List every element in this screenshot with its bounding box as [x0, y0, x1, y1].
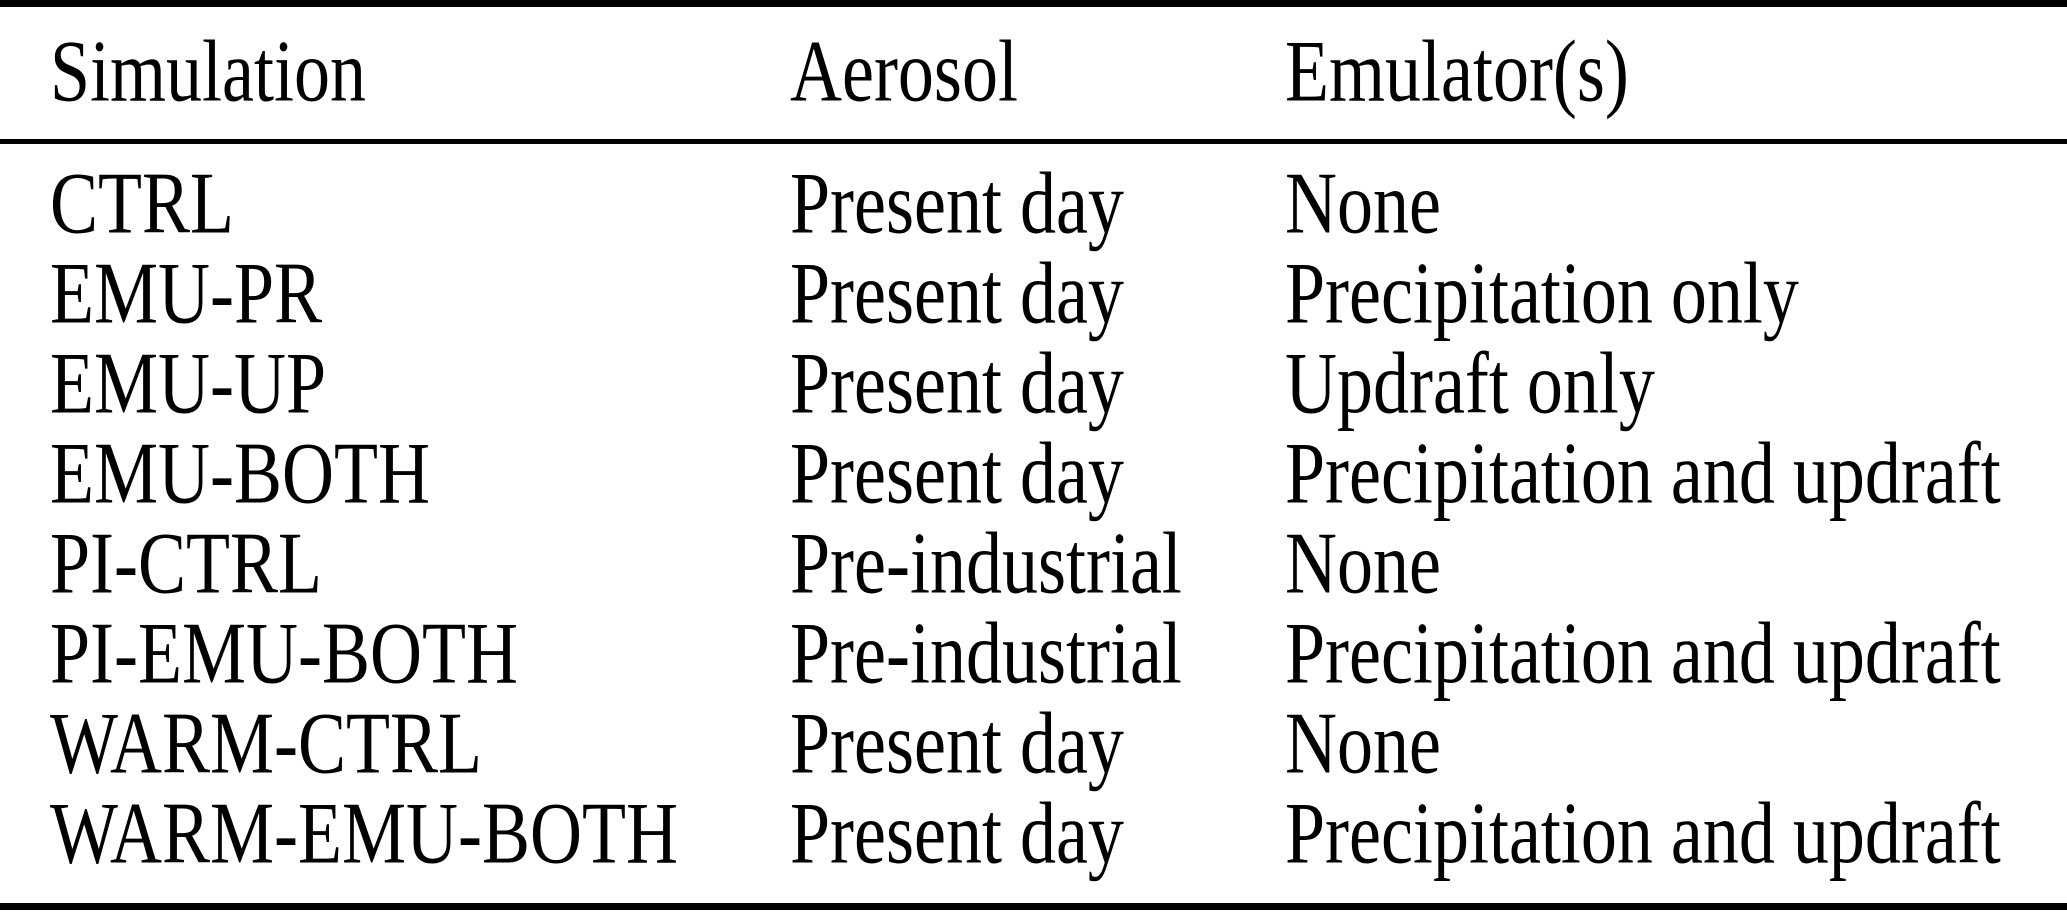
cell-emulators: None [1285, 694, 1441, 793]
table-bottom-rule [0, 903, 2067, 910]
table-row: CTRL Present day None [0, 154, 2067, 253]
cell-simulation: EMU-UP [50, 334, 327, 433]
cell-simulation: EMU-BOTH [50, 424, 430, 523]
cell-aerosol: Present day [790, 424, 1124, 523]
cell-simulation: CTRL [50, 154, 235, 253]
column-header-simulation-label: Simulation [50, 22, 367, 121]
cell-emulators: Precipitation and updraft [1285, 784, 2001, 883]
column-header-aerosol: Aerosol [790, 27, 1285, 115]
table-row: PI-EMU-BOTH Pre-industrial Precipitation… [0, 604, 2067, 703]
cell-simulation: WARM-EMU-BOTH [50, 784, 678, 883]
cell-simulation: EMU-PR [50, 244, 323, 343]
cell-emulators: Precipitation and updraft [1285, 424, 2001, 523]
table-row: WARM-EMU-BOTH Present day Precipitation … [0, 784, 2067, 883]
column-header-emulators-label: Emulator(s) [1285, 22, 1629, 121]
table-body: CTRL Present day None EMU-PR Present day… [0, 154, 2067, 883]
cell-aerosol: Present day [790, 154, 1124, 253]
table-row: WARM-CTRL Present day None [0, 694, 2067, 793]
table-header-rule [0, 139, 2067, 144]
cell-emulators: Precipitation only [1285, 244, 1799, 343]
table-row: EMU-BOTH Present day Precipitation and u… [0, 424, 2067, 523]
cell-emulators: Precipitation and updraft [1285, 604, 2001, 703]
column-header-aerosol-label: Aerosol [790, 22, 1018, 121]
cell-emulators: None [1285, 514, 1441, 613]
column-header-simulation: Simulation [50, 27, 790, 115]
cell-aerosol: Pre-industrial [790, 514, 1182, 613]
cell-emulators: None [1285, 154, 1441, 253]
cell-emulators: Updraft only [1285, 334, 1655, 433]
cell-simulation: PI-EMU-BOTH [50, 604, 518, 703]
cell-aerosol: Pre-industrial [790, 604, 1182, 703]
cell-aerosol: Present day [790, 244, 1124, 343]
table-row: EMU-UP Present day Updraft only [0, 334, 2067, 433]
table-row: EMU-PR Present day Precipitation only [0, 244, 2067, 343]
column-header-emulators: Emulator(s) [1285, 27, 2067, 115]
cell-simulation: PI-CTRL [50, 514, 323, 613]
table-header-row: Simulation Aerosol Emulator(s) [0, 7, 2067, 139]
cell-simulation: WARM-CTRL [50, 694, 482, 793]
cell-aerosol: Present day [790, 784, 1124, 883]
table-top-rule [0, 0, 2067, 7]
cell-aerosol: Present day [790, 334, 1124, 433]
cell-aerosol: Present day [790, 694, 1124, 793]
table-row: PI-CTRL Pre-industrial None [0, 514, 2067, 613]
